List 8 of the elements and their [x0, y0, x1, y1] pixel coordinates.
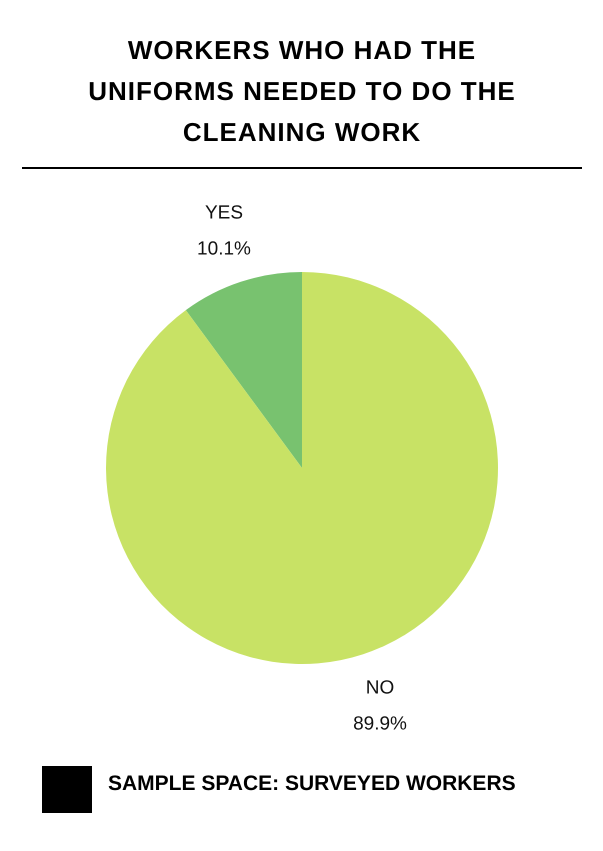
slice-label: NO: [366, 678, 394, 699]
data-label: 89.9%: [353, 714, 408, 735]
pie-slice: [186, 272, 302, 468]
pie-slice: [106, 272, 498, 664]
slice-label: YES: [204, 202, 244, 224]
chart-title: WORKERS WHO HAD THE UNIFORMS NEEDED TO DO THE CLEANING WORK: [87, 34, 517, 149]
data-label: 10.1%: [197, 238, 252, 260]
text: SAMPLE SPACE: SURVEYED WORKERS: [108, 772, 516, 796]
